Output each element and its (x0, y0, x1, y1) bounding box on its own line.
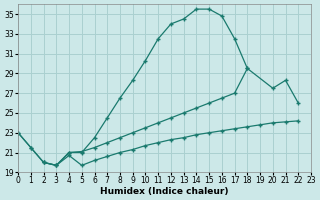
X-axis label: Humidex (Indice chaleur): Humidex (Indice chaleur) (100, 187, 229, 196)
